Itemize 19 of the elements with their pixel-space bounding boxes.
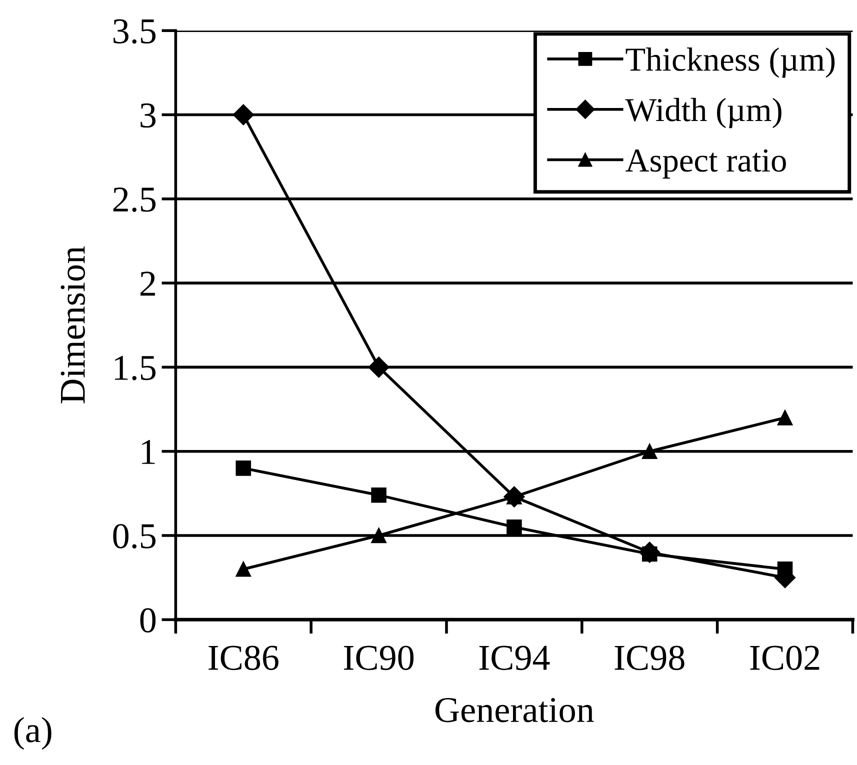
x-tick-label: IC98	[614, 646, 684, 670]
y-axis-title: Dimension	[60, 246, 86, 404]
y-tick-label: 0	[140, 608, 156, 633]
y-tick-label: 0.5	[113, 524, 156, 549]
y-tick-label: 2	[140, 272, 155, 296]
legend-label: Thickness (µm)	[626, 47, 835, 78]
y-tick-label: 1.5	[114, 356, 156, 380]
legend-label: Width (µm)	[625, 98, 782, 128]
y-tick-label: 3	[140, 103, 156, 128]
legend-label: Aspect ratio	[626, 149, 786, 179]
y-tick-label: 2.5	[113, 188, 156, 212]
y-tick-label: 1	[142, 440, 155, 464]
x-tick-label: IC94	[479, 646, 550, 670]
y-tick-label: 3.5	[114, 19, 156, 44]
x-tick-label: IC02	[750, 646, 820, 670]
x-axis-title: Generation	[435, 698, 594, 722]
x-tick-label: IC86	[208, 646, 278, 670]
x-tick-label: IC90	[344, 646, 414, 670]
text: (a)	[14, 716, 52, 750]
